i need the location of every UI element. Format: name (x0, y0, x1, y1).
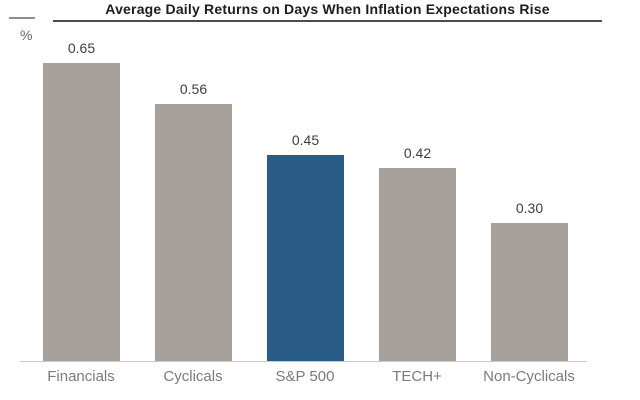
bar-value-label: 0.65 (67, 40, 96, 56)
bar-value-label: 0.42 (403, 145, 432, 161)
x-axis-label-non-cyclicals: Non-Cyclicals (483, 368, 575, 385)
x-axis-label-tech: TECH+ (392, 368, 442, 385)
x-axis-baseline (20, 361, 587, 362)
bar-group-tech: 0.42 (379, 145, 456, 361)
x-axis-labels: Financials Cyclicals S&P 500 TECH+ Non-C… (25, 368, 585, 385)
x-axis-label-financials: Financials (47, 368, 115, 385)
bar-non-cyclicals (491, 223, 568, 361)
plot-area: 0.65 0.56 0.45 0.42 0.30 (43, 40, 568, 361)
bar-tech (379, 168, 456, 361)
bar-cyclicals (155, 104, 232, 361)
bar-financials (43, 63, 120, 361)
y-axis-unit-label: % (20, 27, 33, 43)
chart-title: Average Daily Returns on Days When Infla… (53, 1, 602, 22)
x-axis-label-sp500: S&P 500 (275, 368, 335, 385)
bar-group-cyclicals: 0.56 (155, 81, 232, 361)
bar-value-label: 0.45 (291, 132, 320, 148)
x-axis-label-cyclicals: Cyclicals (163, 368, 223, 385)
bar-sp500 (267, 155, 344, 361)
bar-group-non-cyclicals: 0.30 (491, 200, 568, 361)
bar-group-financials: 0.65 (43, 40, 120, 361)
top-left-rule (9, 17, 35, 19)
bar-group-sp500: 0.45 (267, 132, 344, 361)
bar-value-label: 0.30 (515, 200, 544, 216)
bar-value-label: 0.56 (179, 81, 208, 97)
